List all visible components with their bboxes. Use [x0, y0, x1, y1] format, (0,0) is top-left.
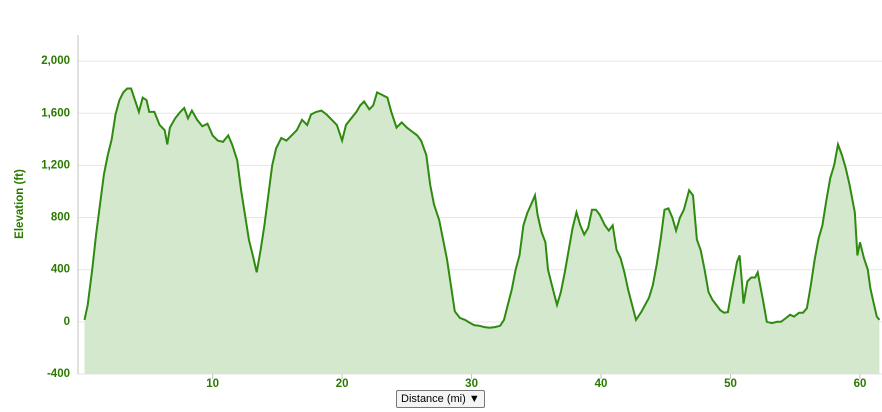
x-axis-label: Distance (mi) — [401, 393, 466, 405]
elevation-area — [84, 88, 880, 374]
y-tick-label: 2,000 — [41, 55, 70, 67]
y-tick-label: 0 — [64, 316, 70, 328]
x-tick-label: 50 — [724, 378, 737, 390]
y-axis-label: Elevation (ft) — [14, 169, 26, 239]
y-tick-label: 1,200 — [41, 159, 70, 171]
elevation-line — [83, 87, 881, 329]
y-tick-label: -400 — [47, 368, 70, 380]
x-tick-label: 20 — [336, 378, 349, 390]
y-tick-label: 800 — [51, 212, 70, 224]
x-tick-label: 30 — [465, 378, 478, 390]
x-tick-label: 60 — [854, 378, 867, 390]
x-tick-label: 40 — [595, 378, 608, 390]
x-axis-dropdown[interactable]: Distance (mi) ▼ — [396, 390, 485, 408]
y-tick-label: 400 — [51, 264, 70, 276]
x-tick-label: 10 — [206, 378, 219, 390]
y-tick-label: 1,600 — [41, 107, 70, 119]
